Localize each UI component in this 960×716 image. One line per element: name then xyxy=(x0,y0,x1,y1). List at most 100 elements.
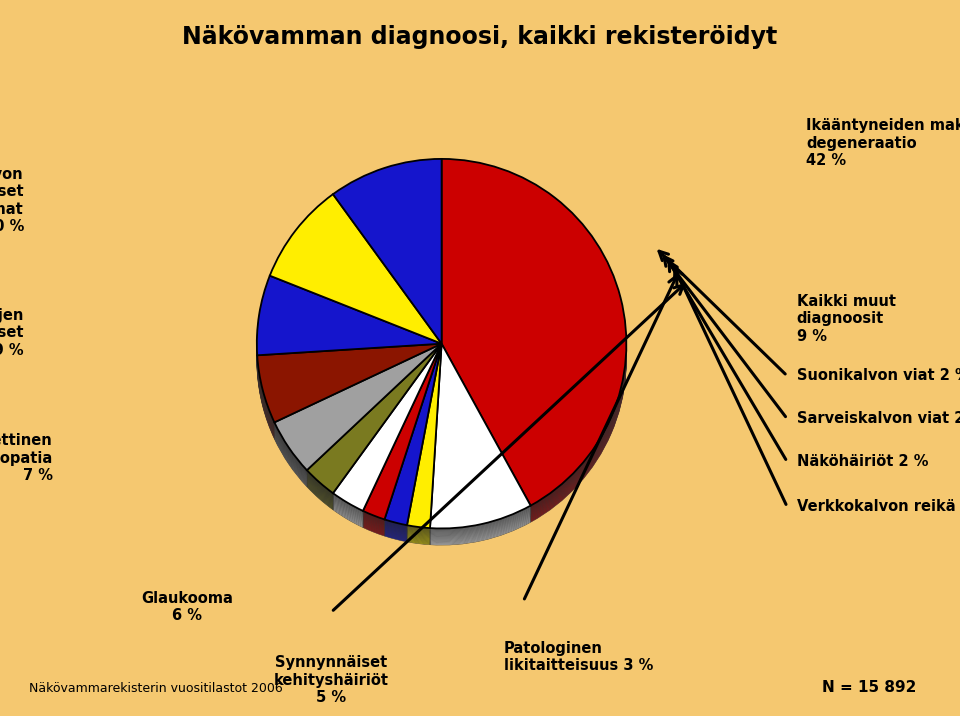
Wedge shape xyxy=(333,356,442,523)
Wedge shape xyxy=(442,170,626,517)
Wedge shape xyxy=(385,344,442,526)
Wedge shape xyxy=(270,199,442,348)
Wedge shape xyxy=(307,353,442,503)
Wedge shape xyxy=(363,348,442,524)
Wedge shape xyxy=(430,351,531,536)
Wedge shape xyxy=(333,346,442,513)
Text: Suonikalvon viat 2 %: Suonikalvon viat 2 % xyxy=(797,369,960,383)
Wedge shape xyxy=(407,349,442,533)
Wedge shape xyxy=(257,344,442,423)
Wedge shape xyxy=(257,284,442,364)
Wedge shape xyxy=(270,200,442,349)
Wedge shape xyxy=(407,354,442,539)
Wedge shape xyxy=(333,161,442,346)
Wedge shape xyxy=(275,351,442,478)
Wedge shape xyxy=(385,356,442,537)
Wedge shape xyxy=(270,210,442,359)
Wedge shape xyxy=(275,347,442,473)
Wedge shape xyxy=(333,350,442,518)
Wedge shape xyxy=(333,359,442,526)
Text: Verkkokalvon reikä 3 %: Verkkokalvon reikä 3 % xyxy=(797,500,960,514)
Wedge shape xyxy=(257,289,442,368)
Wedge shape xyxy=(407,356,442,540)
Wedge shape xyxy=(333,347,442,513)
Wedge shape xyxy=(333,353,442,520)
Wedge shape xyxy=(257,354,442,432)
Wedge shape xyxy=(363,351,442,527)
Wedge shape xyxy=(333,163,442,348)
Wedge shape xyxy=(333,162,442,347)
Wedge shape xyxy=(257,291,442,370)
Wedge shape xyxy=(257,351,442,430)
Wedge shape xyxy=(275,359,442,486)
Wedge shape xyxy=(333,354,442,521)
Wedge shape xyxy=(270,202,442,351)
Wedge shape xyxy=(442,168,626,514)
Wedge shape xyxy=(442,171,626,518)
Wedge shape xyxy=(333,172,442,357)
Wedge shape xyxy=(307,344,442,494)
Wedge shape xyxy=(385,348,442,530)
Wedge shape xyxy=(442,165,626,512)
Wedge shape xyxy=(407,348,442,533)
Wedge shape xyxy=(333,348,442,516)
Wedge shape xyxy=(385,357,442,538)
Text: Patologinen
likitaitteisuus 3 %: Patologinen likitaitteisuus 3 % xyxy=(504,641,654,673)
Wedge shape xyxy=(385,353,442,534)
Wedge shape xyxy=(333,169,442,354)
Wedge shape xyxy=(363,350,442,526)
Wedge shape xyxy=(307,352,442,501)
Wedge shape xyxy=(363,357,442,533)
Wedge shape xyxy=(442,174,626,521)
Wedge shape xyxy=(333,344,442,511)
Wedge shape xyxy=(257,285,442,364)
Wedge shape xyxy=(257,353,442,432)
Wedge shape xyxy=(407,359,442,543)
Wedge shape xyxy=(333,168,442,352)
Wedge shape xyxy=(275,346,442,472)
Wedge shape xyxy=(430,347,531,532)
Wedge shape xyxy=(275,348,442,475)
Wedge shape xyxy=(407,354,442,538)
Wedge shape xyxy=(275,353,442,480)
Wedge shape xyxy=(442,172,626,518)
Wedge shape xyxy=(270,211,442,360)
Wedge shape xyxy=(442,175,626,521)
Wedge shape xyxy=(442,163,626,511)
Wedge shape xyxy=(407,347,442,532)
Wedge shape xyxy=(275,357,442,484)
Wedge shape xyxy=(307,354,442,504)
Wedge shape xyxy=(430,348,531,533)
Wedge shape xyxy=(275,350,442,477)
Wedge shape xyxy=(430,354,531,538)
Wedge shape xyxy=(333,359,442,526)
Wedge shape xyxy=(430,349,531,534)
Wedge shape xyxy=(257,289,442,369)
Wedge shape xyxy=(307,359,442,508)
Wedge shape xyxy=(307,350,442,500)
Wedge shape xyxy=(385,354,442,536)
Wedge shape xyxy=(270,205,442,354)
Wedge shape xyxy=(363,347,442,522)
Wedge shape xyxy=(363,359,442,535)
Text: Kaikki muut
diagnoosit
9 %: Kaikki muut diagnoosit 9 % xyxy=(797,294,896,344)
Wedge shape xyxy=(257,283,442,363)
Wedge shape xyxy=(257,356,442,435)
Wedge shape xyxy=(307,347,442,497)
Wedge shape xyxy=(363,356,442,531)
Wedge shape xyxy=(333,175,442,359)
Wedge shape xyxy=(307,349,442,499)
Wedge shape xyxy=(270,195,442,344)
Wedge shape xyxy=(442,166,626,513)
Wedge shape xyxy=(257,344,442,422)
Text: Ikääntyneiden makula-
degeneraatio
42 %: Ikääntyneiden makula- degeneraatio 42 % xyxy=(806,118,960,168)
Wedge shape xyxy=(307,359,442,509)
Wedge shape xyxy=(333,349,442,516)
Wedge shape xyxy=(275,360,442,487)
Wedge shape xyxy=(307,354,442,503)
Wedge shape xyxy=(333,160,442,344)
Wedge shape xyxy=(363,352,442,528)
Wedge shape xyxy=(430,346,531,531)
Wedge shape xyxy=(430,357,531,541)
Wedge shape xyxy=(270,203,442,352)
